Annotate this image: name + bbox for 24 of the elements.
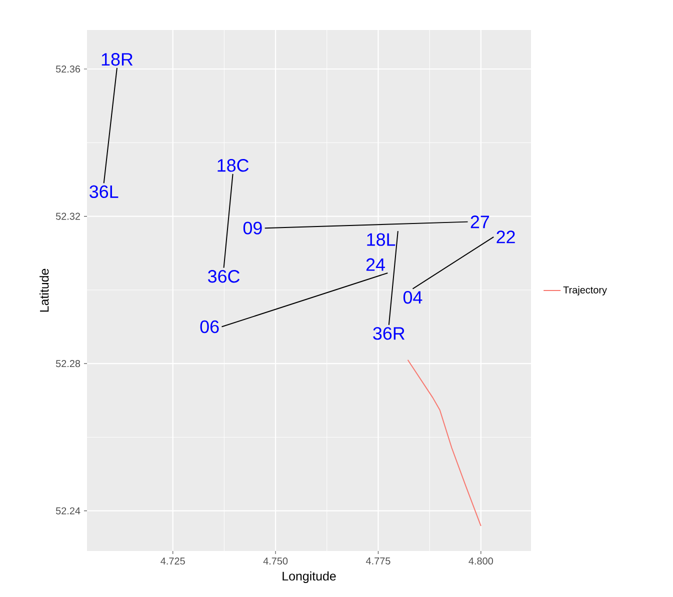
line-series (407, 359, 482, 526)
y-tick-label: 52.28 (56, 360, 80, 368)
annotation: 22 (496, 230, 515, 244)
legend-label: Trajectory (563, 286, 607, 296)
annotation: 04 (403, 291, 422, 304)
x-tick-label: 4.750 (263, 558, 288, 565)
x-tick-label: 4.800 (468, 558, 493, 565)
annotation: 24 (366, 258, 385, 271)
x-tick-label: 4.775 (366, 557, 390, 564)
y-axis-title: Latitude (40, 268, 49, 312)
annotation: 36R (373, 327, 405, 340)
y-tick-label: 52.36 (56, 65, 80, 73)
annotation: 36L (90, 185, 118, 198)
annotation: 18L (367, 233, 396, 246)
x-tick-label: 4.725 (160, 558, 185, 565)
x-axis-title: Longitude (282, 571, 336, 583)
annotation: 18R (102, 53, 133, 66)
y-tick-label: 52.32 (56, 212, 80, 220)
annotation: 06 (200, 320, 219, 334)
y-tick-label: 52.24 (56, 507, 80, 514)
annotation: 36C (208, 270, 240, 283)
annotation: 09 (243, 222, 262, 234)
annotation: 27 (470, 216, 489, 228)
annotation: 18C (218, 159, 249, 172)
